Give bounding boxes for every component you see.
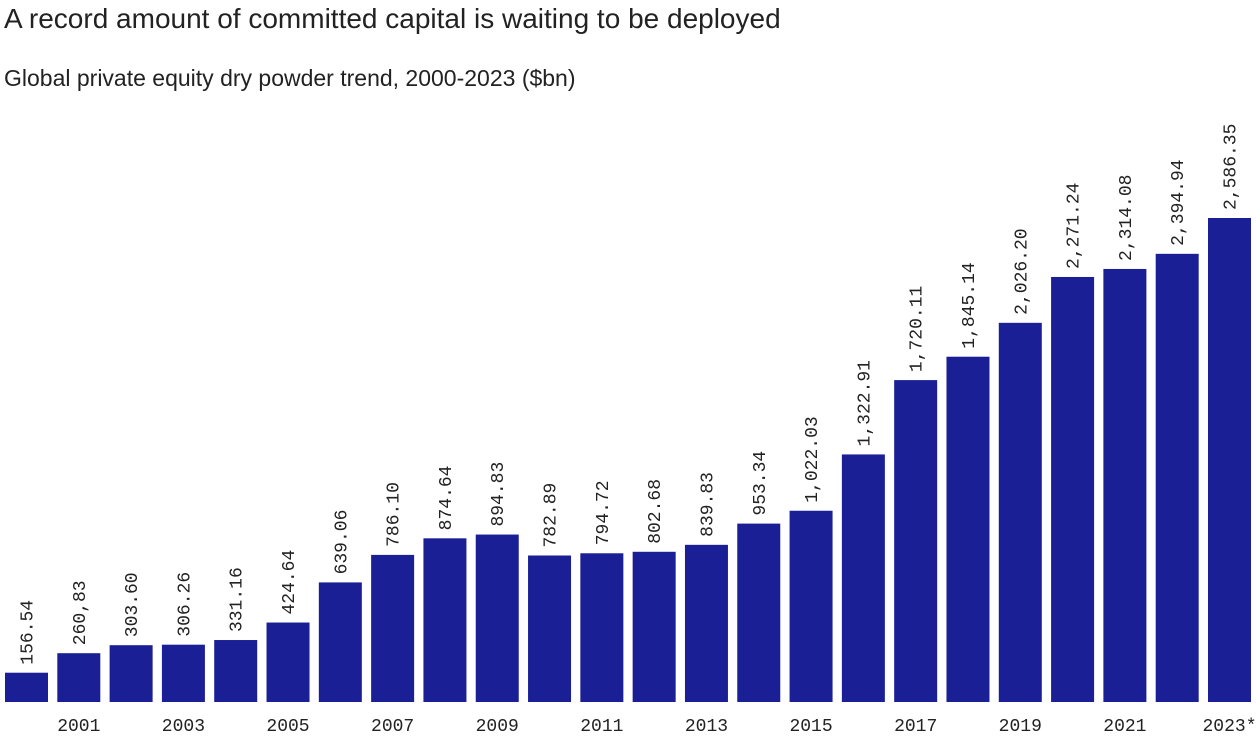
x-tick-label: 2007 xyxy=(371,717,414,737)
x-tick-label: 2001 xyxy=(57,717,100,737)
value-label: 2,271.24 xyxy=(1065,183,1085,269)
value-label: 786.10 xyxy=(385,482,405,547)
value-label: 260,83 xyxy=(71,580,91,645)
value-label: 794.72 xyxy=(594,480,614,545)
value-label: 1,720.11 xyxy=(908,286,928,372)
bar xyxy=(266,622,310,702)
value-label: 953.34 xyxy=(751,451,771,516)
value-label: 2,586.35 xyxy=(1222,124,1242,210)
bar xyxy=(161,644,205,702)
value-label: 802.68 xyxy=(646,479,666,544)
bar xyxy=(737,523,781,702)
bar xyxy=(475,534,519,702)
bar xyxy=(214,640,258,702)
x-tick-label: 2013 xyxy=(685,717,728,737)
value-label: 2,394.94 xyxy=(1169,159,1189,245)
bar xyxy=(998,322,1042,702)
x-tick-label: 2003 xyxy=(162,717,205,737)
x-tick-label: 2005 xyxy=(266,717,309,737)
bar xyxy=(632,551,676,702)
x-tick-label: 2011 xyxy=(580,717,623,737)
bar xyxy=(580,553,624,702)
bar xyxy=(789,510,833,702)
value-label: 874.64 xyxy=(437,466,457,531)
value-label: 331.16 xyxy=(228,567,248,632)
bar xyxy=(371,554,415,702)
value-label: 156.54 xyxy=(19,600,39,665)
x-tick-label: 2021 xyxy=(1103,717,1146,737)
x-tick-label: 2023* xyxy=(1202,717,1256,737)
chart-title: A record amount of committed capital is … xyxy=(4,3,781,34)
x-tick-label: 2019 xyxy=(999,717,1042,737)
value-label: 1,845.14 xyxy=(960,262,980,348)
bar xyxy=(894,380,938,702)
x-tick-label: 2015 xyxy=(789,717,832,737)
x-tick-label: 2009 xyxy=(476,717,519,737)
bar xyxy=(841,454,885,702)
bar xyxy=(57,653,101,702)
bar xyxy=(684,544,728,702)
bar xyxy=(5,672,48,702)
value-label: 1,022.03 xyxy=(803,416,823,502)
x-tick-label: 2017 xyxy=(894,717,937,737)
value-label: 782.89 xyxy=(542,483,562,548)
bar xyxy=(1208,218,1251,702)
value-label: 2,026.20 xyxy=(1012,228,1032,314)
bar xyxy=(109,645,153,702)
value-label: 2,314.08 xyxy=(1117,175,1137,261)
bar xyxy=(423,538,467,702)
value-label: 306.26 xyxy=(175,572,195,637)
value-label: 1,322.91 xyxy=(855,360,875,446)
bar xyxy=(946,356,990,702)
value-label: 303.60 xyxy=(123,572,143,637)
bar xyxy=(318,582,362,702)
bar xyxy=(528,555,572,702)
bar xyxy=(1103,268,1147,702)
value-label: 639.06 xyxy=(332,510,352,575)
chart-subtitle: Global private equity dry powder trend, … xyxy=(4,65,576,91)
bar xyxy=(1051,276,1095,702)
value-label: 424.64 xyxy=(280,550,300,615)
value-label: 839.83 xyxy=(698,472,718,537)
value-label: 894.83 xyxy=(489,462,509,527)
bar xyxy=(1155,253,1199,702)
